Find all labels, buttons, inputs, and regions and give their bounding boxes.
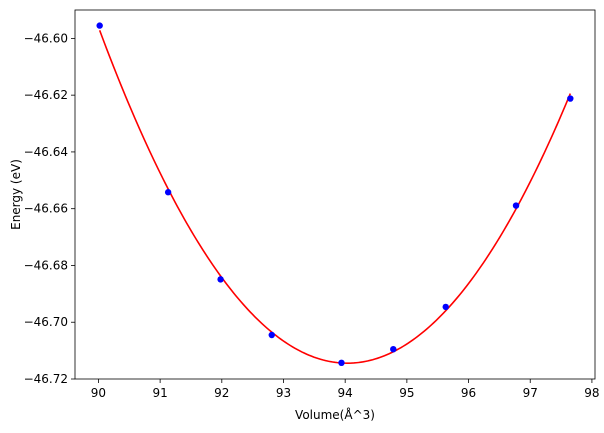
y-tick-label: −46.72 [24,372,68,386]
x-tick-label: 92 [214,386,229,400]
data-point [268,331,275,339]
fit-curve-line [98,30,572,364]
data-point [390,345,397,353]
y-tick-label: −46.68 [24,258,68,272]
x-tick-label: 98 [584,386,599,400]
x-tick-label: 97 [523,386,538,400]
data-point [96,22,103,29]
data-point [442,303,449,311]
data-point [567,95,574,102]
x-tick-label: 96 [461,386,476,400]
data-point [164,189,172,196]
plot-area-frame [74,9,596,380]
x-axis-label: Volume(Å^3) [295,407,375,422]
data-point [217,276,224,283]
y-tick-label: −46.64 [24,145,68,159]
x-tick-label: 93 [276,386,291,400]
data-point [338,359,345,367]
y-tick-label: −46.66 [24,202,68,216]
y-tick-label: −46.62 [24,88,68,102]
x-tick-label: 91 [152,386,167,400]
x-tick-label: 90 [91,386,106,400]
y-tick-label: −46.70 [24,315,68,329]
y-tick-label: −46.60 [24,31,68,45]
x-tick-label: 94 [338,386,353,400]
x-tick-label: 95 [399,386,414,400]
data-point [512,202,520,209]
y-axis-label: Energy (eV) [9,159,23,230]
